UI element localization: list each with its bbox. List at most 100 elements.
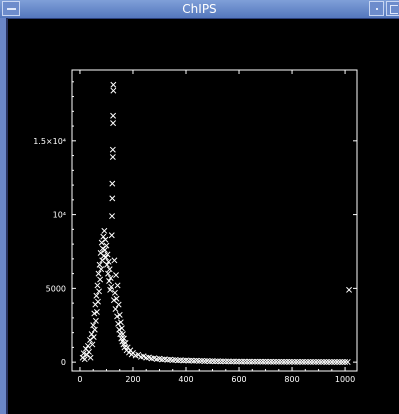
data-point [121, 335, 127, 342]
data-point [281, 358, 288, 365]
data-point [116, 311, 123, 318]
data-point [238, 358, 245, 365]
data-point [94, 282, 101, 289]
data-point [103, 242, 110, 249]
data-point [109, 154, 116, 161]
data-point [89, 341, 96, 348]
data-point [265, 358, 272, 365]
data-point [93, 292, 100, 299]
data-point [87, 337, 93, 343]
data-point [95, 298, 101, 305]
data-point [119, 331, 126, 338]
data-point [106, 266, 113, 273]
data-point [98, 266, 105, 273]
data-point [275, 358, 282, 365]
data-point [236, 358, 242, 365]
data-point [96, 288, 102, 295]
data-point [95, 270, 102, 277]
data-point [297, 358, 303, 365]
data-point [241, 358, 248, 365]
data-point [91, 326, 98, 333]
data-point [318, 359, 325, 365]
data-point [90, 334, 97, 341]
data-point [336, 359, 343, 365]
window-frame-left[interactable] [0, 18, 8, 414]
data-point [111, 257, 118, 264]
data-point [109, 213, 115, 220]
data-point [270, 358, 277, 365]
data-point [101, 227, 108, 234]
data-point [101, 247, 108, 253]
data-point [107, 275, 114, 281]
data-point [212, 358, 219, 365]
data-point [114, 282, 121, 289]
data-point [291, 358, 298, 365]
data-point [312, 359, 319, 365]
data-point [217, 358, 224, 365]
data-point [246, 358, 253, 365]
data-point [109, 180, 116, 187]
data-point [302, 358, 309, 365]
data-point [254, 358, 261, 365]
data-point [307, 358, 314, 365]
plot-frame [71, 69, 358, 372]
y-tick-label: 10⁴ [53, 211, 66, 220]
data-point [108, 283, 115, 290]
data-point [342, 359, 349, 365]
data-point [262, 358, 269, 365]
data-point [117, 319, 124, 326]
window-menu-icon[interactable] [2, 1, 20, 16]
data-point [84, 342, 91, 349]
data-point [267, 358, 274, 365]
data-point [228, 358, 235, 365]
data-point [320, 358, 327, 365]
data-point [249, 358, 256, 365]
data-point [257, 358, 264, 365]
data-point [113, 272, 119, 279]
data-point [222, 358, 229, 365]
data-point [299, 358, 306, 365]
data-point [283, 358, 290, 365]
data-point [328, 359, 335, 365]
minimize-icon[interactable] [369, 1, 384, 16]
data-point [112, 306, 119, 312]
data-point [99, 257, 106, 264]
data-point [102, 254, 109, 261]
data-point [108, 232, 115, 239]
data-point [273, 358, 280, 365]
data-point [113, 295, 120, 302]
data-point [104, 251, 111, 258]
data-point [230, 358, 237, 365]
data-point [110, 120, 117, 127]
data-point [334, 359, 341, 365]
data-point [323, 359, 330, 365]
data-point [110, 87, 117, 94]
data-point [118, 325, 125, 332]
window-title: ChIPS [182, 2, 217, 16]
data-point [304, 358, 311, 365]
x-tick-label: 800 [284, 375, 299, 384]
title-bar[interactable]: ChIPS [0, 0, 399, 19]
data-point [110, 112, 117, 119]
data-point [87, 354, 94, 361]
data-point [339, 359, 346, 365]
data-point [115, 301, 122, 308]
data-point [98, 239, 105, 246]
x-tick-label: 0 [77, 375, 82, 384]
x-tick-label: 200 [125, 375, 140, 384]
data-point [244, 358, 250, 365]
y-tick-label: 5000 [46, 284, 66, 293]
data-point [109, 195, 116, 202]
data-point [80, 350, 87, 357]
data-point [294, 358, 301, 365]
data-point [97, 276, 104, 283]
data-point [90, 322, 97, 329]
maximize-icon[interactable] [386, 1, 399, 16]
data-point [93, 309, 100, 315]
data-point [251, 358, 258, 365]
data-point [111, 289, 118, 296]
data-point [81, 356, 88, 363]
x-tick-label: 400 [178, 375, 193, 384]
data-point [100, 233, 107, 240]
